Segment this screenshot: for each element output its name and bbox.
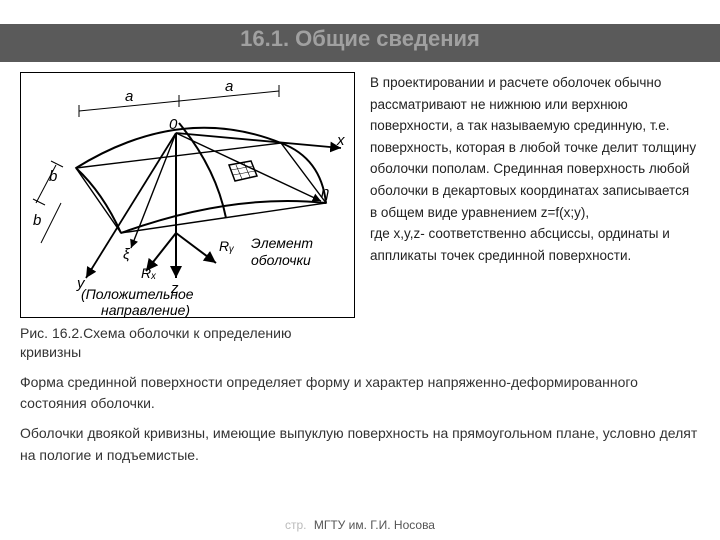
content-area: a a b b 0 x y z ξ η Rₓ Rᵧ Элемент оболоч…: [20, 72, 700, 467]
para-below-1: Форма срединной поверхности определяет ф…: [20, 372, 700, 415]
label-pos1: (Положительное: [81, 286, 194, 302]
label-pos2: направление): [101, 302, 190, 318]
label-Rx: Rₓ: [141, 265, 156, 281]
label-a2: a: [225, 78, 233, 95]
paragraph-main: В проектировании и расчете оболочек обыч…: [370, 72, 700, 266]
label-b1: b: [49, 168, 57, 185]
institution: МГТУ им. Г.И. Носова: [314, 518, 435, 532]
title-band: 16.1. Общие сведения: [0, 24, 720, 62]
page-label: стр.: [285, 518, 307, 532]
slide-page: 16.1. Общие сведения: [0, 0, 720, 540]
label-shell: оболочки: [251, 252, 311, 268]
text-column: В проектировании и расчете оболочек обыч…: [355, 72, 700, 362]
label-O: 0: [169, 116, 178, 133]
label-a1: a: [125, 88, 133, 105]
label-xi: ξ: [123, 246, 131, 263]
label-Ry: Rᵧ: [219, 238, 234, 254]
figure-caption: Рис. 16.2.Схема оболочки к определению к…: [20, 324, 355, 362]
paragraph-text-2: где x,y,z- соответственно абсциссы, орди…: [370, 226, 670, 263]
label-b2: b: [33, 212, 41, 229]
below-text: Форма срединной поверхности определяет ф…: [20, 372, 700, 467]
page-title: 16.1. Общие сведения: [240, 26, 480, 52]
label-element: Элемент: [251, 235, 313, 251]
row: a a b b 0 x y z ξ η Rₓ Rᵧ Элемент оболоч…: [20, 72, 700, 362]
figure-column: a a b b 0 x y z ξ η Rₓ Rᵧ Элемент оболоч…: [20, 72, 355, 362]
footer: стр. МГТУ им. Г.И. Носова: [0, 518, 720, 532]
label-x: x: [336, 132, 345, 149]
para-below-2: Оболочки двоякой кривизны, имеющие выпук…: [20, 423, 700, 466]
figure-box: a a b b 0 x y z ξ η Rₓ Rᵧ Элемент оболоч…: [20, 72, 355, 318]
paragraph-text-1: В проектировании и расчете оболочек обыч…: [370, 75, 696, 220]
label-eta: η: [321, 184, 329, 201]
